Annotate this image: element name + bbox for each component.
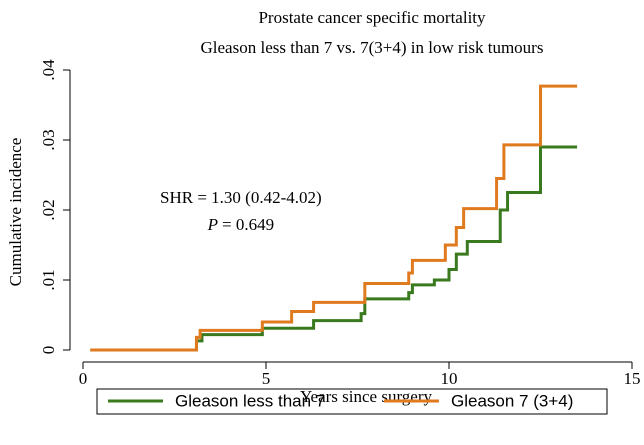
y-tick-label: .03 [39, 129, 58, 150]
x-tick-label: 15 [624, 369, 641, 388]
y-tick-label: .02 [39, 199, 58, 220]
x-tick-label: 5 [262, 369, 271, 388]
legend-label: Gleason 7 (3+4) [451, 391, 573, 410]
annotation: P [207, 215, 218, 234]
chart-subtitle: Gleason less than 7 vs. 7(3+4) in low ri… [201, 38, 544, 57]
y-tick-label: 0 [39, 346, 58, 355]
x-tick-label: 10 [441, 369, 458, 388]
y-axis-label: Cumulative incidence [6, 138, 25, 287]
y-tick-label: .04 [39, 59, 58, 81]
legend-box [96, 388, 608, 415]
legend-label: Gleason less than 7 [175, 391, 325, 410]
x-tick-label: 0 [79, 369, 88, 388]
series-line [90, 84, 578, 352]
annotation: = 0.649 [222, 215, 274, 234]
annotation: SHR = 1.30 (0.42-4.02) [160, 188, 322, 207]
chart-title: Prostate cancer specific mortality [258, 8, 486, 27]
y-tick-label: .01 [39, 269, 58, 290]
series-line [90, 145, 578, 352]
